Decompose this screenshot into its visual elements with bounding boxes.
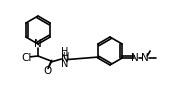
Text: N: N bbox=[34, 39, 42, 49]
Text: H
N: H N bbox=[61, 47, 69, 69]
Text: N: N bbox=[141, 53, 149, 63]
Text: N: N bbox=[131, 53, 139, 63]
Text: Cl: Cl bbox=[22, 53, 32, 63]
Text: N: N bbox=[61, 54, 69, 64]
Text: O: O bbox=[44, 66, 52, 76]
Text: H: H bbox=[62, 52, 68, 61]
